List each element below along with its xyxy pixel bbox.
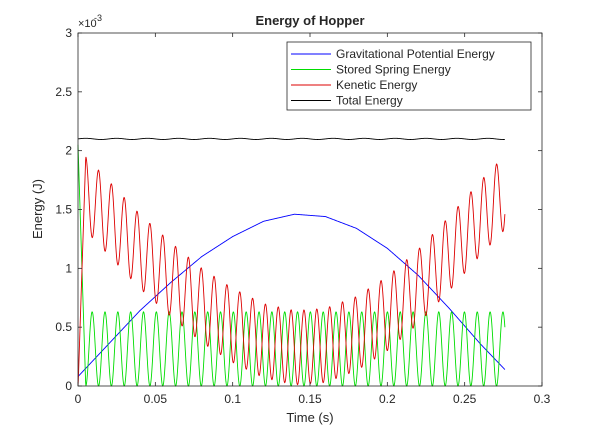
x-tick-label: 0.15 [298,392,322,406]
y-axis-label: Energy (J) [30,179,45,239]
legend-entry-gravitational-potential-energy-label: Gravitational Potential Energy [336,47,495,61]
x-tick-label: 0.2 [379,392,396,406]
series-layer [77,137,506,387]
y-tick-label: 0 [65,379,72,393]
y-tick-label: 2 [65,144,72,158]
legend-entry-kenetic-energy-label: Kenetic Energy [336,78,417,92]
legend-entry-stored-spring-energy-label: Stored Spring Energy [336,63,451,77]
y-exponent-power: -3 [94,13,102,23]
x-tick-label: 0.1 [224,392,241,406]
x-tick-label: 0.3 [534,392,551,406]
x-axis-label: Time (s) [286,410,333,425]
y-axis-ticks: 0 0.5 1 1.5 2 2.5 3 [55,26,542,393]
x-tick-label: 0.05 [144,392,168,406]
series-line-stored-spring-energy [77,144,506,387]
y-tick-label: 1.5 [55,203,72,217]
y-tick-label: 0.5 [55,320,72,334]
x-axis-ticks: 0 0.05 0.1 0.15 0.2 0.25 0.3 [75,33,551,406]
series-line-gravitational-potential-energy [77,213,506,377]
y-tick-label: 1 [65,261,72,275]
x-tick-label: 0.25 [453,392,477,406]
series-line-total-energy [77,137,505,140]
chart-title: Energy of Hopper [255,13,364,28]
series-line-kenetic-energy [77,156,506,387]
legend: Gravitational Potential Energy Stored Spr… [286,41,532,111]
legend-box [286,41,532,111]
legend-entry-total-energy-label: Total Energy [336,94,403,108]
y-exponent-base: ×10 [78,18,97,30]
x-tick-label: 0 [75,392,82,406]
y-tick-label: 3 [65,26,72,40]
y-tick-label: 2.5 [55,85,72,99]
